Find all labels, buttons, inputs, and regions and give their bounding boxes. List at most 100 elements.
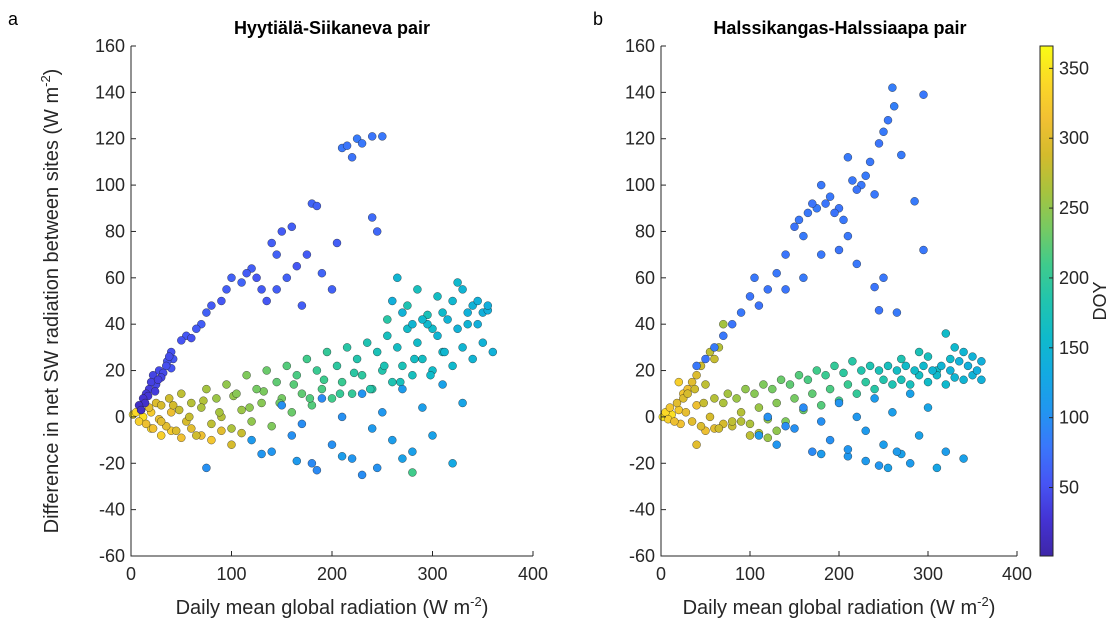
scatter-point — [883, 361, 893, 371]
y-tick-label: 60 — [635, 268, 655, 288]
y-tick-label: 0 — [645, 407, 655, 427]
scatter-point — [870, 282, 879, 292]
scatter-point — [166, 408, 176, 417]
colorbar-tick-label: 200 — [1059, 268, 1089, 288]
scatter-point — [410, 354, 419, 364]
scatter-point — [227, 440, 236, 449]
scatter-point — [342, 343, 352, 352]
scatter-point — [808, 389, 817, 398]
scatter-point — [156, 417, 166, 426]
scatter-point — [332, 238, 342, 248]
y-tick-label: 140 — [95, 82, 125, 102]
scatter-point — [148, 424, 158, 433]
scatter-point — [433, 331, 442, 341]
scatter-point — [468, 354, 477, 364]
scatter-point — [317, 394, 327, 403]
scatter-point — [830, 208, 839, 218]
y-tick-label: 160 — [625, 36, 655, 56]
scatter-point — [710, 354, 719, 364]
scatter-point — [959, 454, 968, 463]
scatter-point — [699, 398, 708, 408]
scatter-point — [816, 417, 826, 426]
scatter-point — [754, 301, 764, 310]
panel-a-y-axis-title: Difference in net SW radiation between s… — [38, 69, 63, 534]
scatter-point — [959, 375, 968, 385]
scatter-point — [292, 456, 302, 466]
scatter-point — [914, 347, 924, 357]
y-tick-label: 120 — [95, 129, 125, 149]
scatter-point — [865, 157, 875, 167]
scatter-point — [327, 285, 337, 294]
scatter-point — [319, 375, 329, 385]
scatter-point — [897, 375, 906, 385]
scatter-point — [892, 366, 902, 375]
scatter-point — [433, 292, 442, 301]
x-tick-label: 400 — [518, 564, 548, 584]
scatter-point — [267, 421, 276, 431]
scatter-point — [378, 408, 387, 417]
scatter-point — [888, 83, 897, 92]
scatter-point — [785, 380, 795, 389]
scatter-point — [168, 401, 178, 410]
scatter-point — [683, 389, 692, 398]
scatter-point — [848, 357, 857, 366]
scatter-point — [398, 308, 407, 317]
scatter-point — [267, 238, 276, 248]
scatter-point — [362, 338, 372, 347]
y-tick-label: -40 — [629, 500, 655, 520]
scatter-point — [134, 417, 144, 426]
y-tick-label: 40 — [635, 314, 655, 334]
colorbar-ticks: 50 100 150 200 250 300 350 — [1049, 58, 1089, 498]
scatter-point — [754, 403, 764, 412]
scatter-point — [438, 308, 447, 317]
scatter-point — [272, 377, 281, 387]
scatter-point — [413, 285, 422, 294]
scatter-point — [888, 380, 897, 389]
scatter-point — [408, 447, 417, 456]
scatter-point — [816, 401, 826, 410]
scatter-point — [305, 394, 315, 403]
scatter-point — [483, 301, 493, 310]
scatter-point — [458, 343, 467, 352]
scatter-point — [418, 354, 427, 364]
scatter-point — [763, 433, 773, 443]
scatter-point — [197, 403, 206, 412]
scatter-point — [136, 405, 146, 415]
scatter-point — [174, 405, 184, 415]
scatter-point — [889, 102, 899, 111]
y-tick-label: 40 — [105, 314, 125, 334]
scatter-point — [874, 139, 884, 148]
scatter-point — [808, 199, 817, 208]
scatter-point — [141, 419, 151, 429]
scatter-point — [852, 185, 862, 194]
scatter-point — [781, 250, 790, 259]
scatter-point — [870, 190, 879, 199]
scatter-point — [874, 306, 884, 315]
scatter-point — [830, 361, 839, 371]
scatter-point — [440, 347, 449, 357]
panel-b-x-axis-title: Daily mean global radiation (W m-2) — [683, 594, 996, 619]
scatter-point — [901, 361, 911, 371]
scatter-point — [905, 459, 915, 468]
scatter-point — [710, 343, 719, 352]
scatter-point — [372, 463, 382, 473]
scatter-point — [687, 417, 697, 426]
scatter-point — [287, 431, 297, 440]
x-tick-label: 400 — [1002, 564, 1032, 584]
scatter-point — [396, 377, 405, 387]
scatter-point — [232, 389, 241, 398]
scatter-point — [799, 273, 808, 283]
scatter-point — [919, 90, 928, 99]
scatter-point — [398, 384, 407, 394]
y-tick-label: -20 — [99, 453, 125, 473]
scatter-point — [357, 470, 367, 480]
scatter-point — [701, 380, 710, 389]
colorbar-tick-label: 50 — [1059, 478, 1079, 498]
scatter-point — [790, 424, 799, 433]
scatter-point — [478, 338, 488, 347]
scatter-point — [438, 380, 447, 389]
y-tick-label: 20 — [105, 361, 125, 381]
scatter-point — [941, 447, 951, 456]
scatter-point — [790, 222, 799, 232]
